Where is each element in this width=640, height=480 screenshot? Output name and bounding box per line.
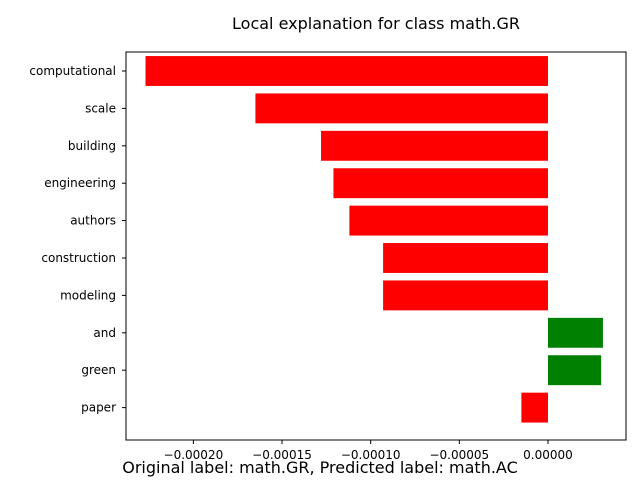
chart-title: Local explanation for class math.GR: [232, 14, 520, 33]
bar-building: [321, 130, 548, 161]
x-tick-label: −0.00020: [164, 448, 224, 462]
y-tick-label-green: green: [81, 363, 116, 377]
y-tick-label-modeling: modeling: [60, 288, 116, 302]
x-axis: −0.00020 −0.00015 −0.00010 −0.00005 0.00000: [164, 440, 573, 462]
bar-computational: [145, 56, 548, 86]
y-tick-label-paper: paper: [81, 401, 116, 415]
axes-frame: [125, 51, 627, 441]
x-tick-label: 0.00000: [523, 448, 573, 462]
label-caption: Original label: math.GR, Predicted label…: [122, 458, 518, 477]
bar-group: [145, 56, 603, 423]
bar-green: [547, 355, 602, 386]
y-tick-label-and: and: [93, 326, 116, 340]
bar-modeling: [383, 280, 548, 311]
bar-construction: [383, 243, 548, 273]
x-tick-label: −0.00005: [429, 448, 489, 462]
bar-paper: [521, 392, 548, 423]
y-tick-label-construction: construction: [41, 251, 116, 265]
bar-engineering: [333, 168, 548, 199]
y-tick-label-building: building: [68, 139, 116, 153]
y-tick-label-engineering: engineering: [44, 176, 116, 190]
x-tick-label: −0.00010: [341, 448, 401, 462]
y-tick-label-computational: computational: [29, 64, 116, 78]
y-tick-label-authors: authors: [70, 214, 116, 228]
bar-scale: [255, 93, 548, 124]
bar-and: [547, 317, 603, 348]
x-tick-label: −0.00015: [252, 448, 312, 462]
y-tick-label-scale: scale: [85, 101, 116, 115]
y-axis: computational scale building engineering aut…: [29, 64, 126, 415]
bar-authors: [349, 205, 548, 236]
